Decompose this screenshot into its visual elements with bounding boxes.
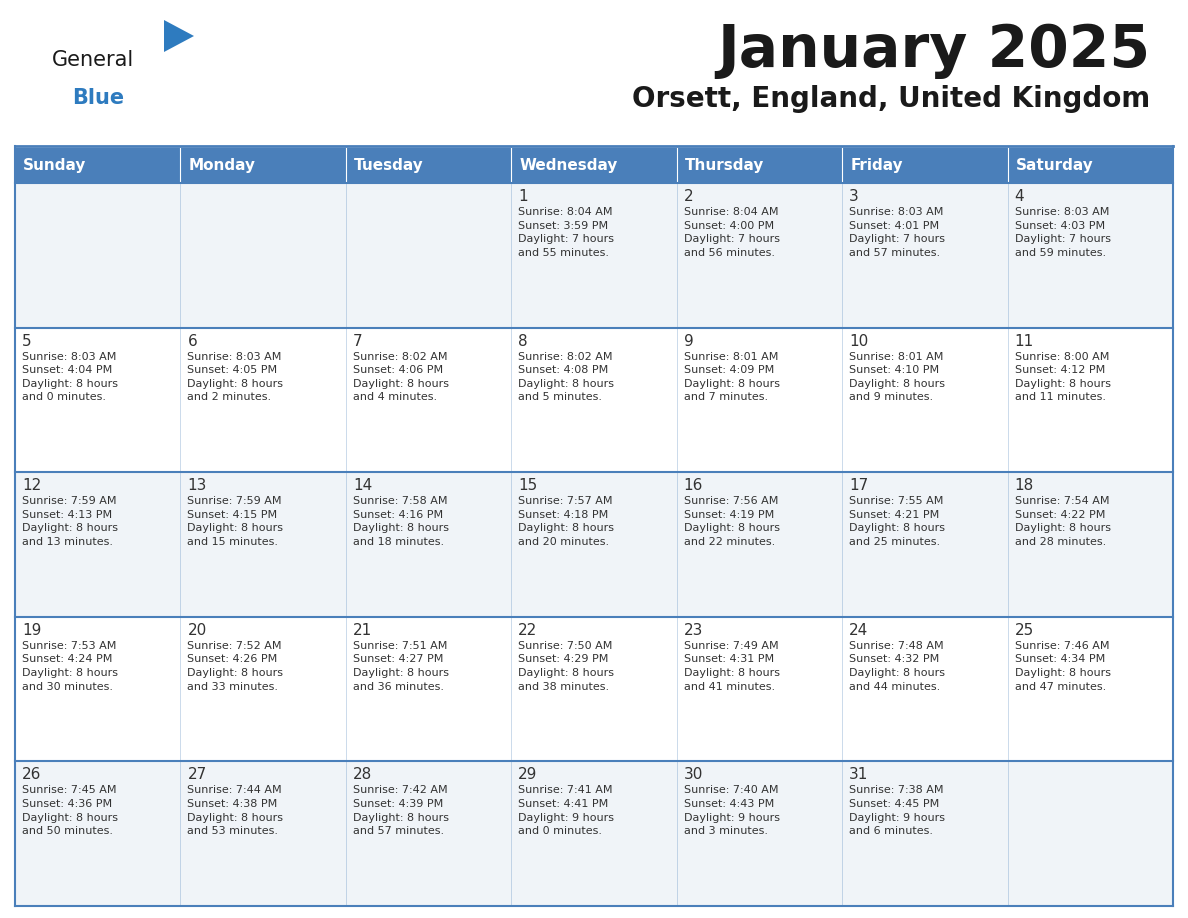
Text: 2: 2 [684, 189, 694, 204]
Text: Sunrise: 7:40 AM
Sunset: 4:43 PM
Daylight: 9 hours
and 3 minutes.: Sunrise: 7:40 AM Sunset: 4:43 PM Dayligh… [684, 786, 779, 836]
Bar [15, 761, 1173, 906]
Text: Sunday: Sunday [23, 158, 87, 173]
Text: Sunrise: 7:45 AM
Sunset: 4:36 PM
Daylight: 8 hours
and 50 minutes.: Sunrise: 7:45 AM Sunset: 4:36 PM Dayligh… [23, 786, 118, 836]
Bar [511, 148, 677, 183]
Text: 11: 11 [1015, 333, 1034, 349]
Text: 8: 8 [518, 333, 527, 349]
Bar [15, 183, 1173, 328]
Text: 16: 16 [684, 478, 703, 493]
Bar [842, 148, 1007, 183]
Text: 30: 30 [684, 767, 703, 782]
Text: Sunrise: 7:50 AM
Sunset: 4:29 PM
Daylight: 8 hours
and 38 minutes.: Sunrise: 7:50 AM Sunset: 4:29 PM Dayligh… [518, 641, 614, 691]
Text: 9: 9 [684, 333, 694, 349]
Text: Blue: Blue [72, 88, 124, 108]
Text: Friday: Friday [851, 158, 903, 173]
Text: Sunrise: 8:04 AM
Sunset: 4:00 PM
Daylight: 7 hours
and 56 minutes.: Sunrise: 8:04 AM Sunset: 4:00 PM Dayligh… [684, 207, 779, 258]
Text: 29: 29 [518, 767, 538, 782]
Text: Sunrise: 7:42 AM
Sunset: 4:39 PM
Daylight: 8 hours
and 57 minutes.: Sunrise: 7:42 AM Sunset: 4:39 PM Dayligh… [353, 786, 449, 836]
Text: 17: 17 [849, 478, 868, 493]
Text: 4: 4 [1015, 189, 1024, 204]
Text: 12: 12 [23, 478, 42, 493]
Polygon shape [164, 20, 194, 52]
Text: Sunrise: 8:03 AM
Sunset: 4:05 PM
Daylight: 8 hours
and 2 minutes.: Sunrise: 8:03 AM Sunset: 4:05 PM Dayligh… [188, 352, 284, 402]
Text: 22: 22 [518, 622, 537, 638]
Text: 15: 15 [518, 478, 537, 493]
Bar [1007, 148, 1173, 183]
Bar [677, 148, 842, 183]
Text: Sunrise: 7:57 AM
Sunset: 4:18 PM
Daylight: 8 hours
and 20 minutes.: Sunrise: 7:57 AM Sunset: 4:18 PM Dayligh… [518, 497, 614, 547]
Text: 18: 18 [1015, 478, 1034, 493]
Text: Monday: Monday [189, 158, 255, 173]
Text: Sunrise: 7:38 AM
Sunset: 4:45 PM
Daylight: 9 hours
and 6 minutes.: Sunrise: 7:38 AM Sunset: 4:45 PM Dayligh… [849, 786, 946, 836]
Text: Sunrise: 8:01 AM
Sunset: 4:09 PM
Daylight: 8 hours
and 7 minutes.: Sunrise: 8:01 AM Sunset: 4:09 PM Dayligh… [684, 352, 779, 402]
Text: 23: 23 [684, 622, 703, 638]
Bar [15, 472, 1173, 617]
Text: 25: 25 [1015, 622, 1034, 638]
Bar [181, 148, 346, 183]
Text: Sunrise: 7:54 AM
Sunset: 4:22 PM
Daylight: 8 hours
and 28 minutes.: Sunrise: 7:54 AM Sunset: 4:22 PM Dayligh… [1015, 497, 1111, 547]
Bar [346, 148, 511, 183]
Text: Sunrise: 7:49 AM
Sunset: 4:31 PM
Daylight: 8 hours
and 41 minutes.: Sunrise: 7:49 AM Sunset: 4:31 PM Dayligh… [684, 641, 779, 691]
Text: 31: 31 [849, 767, 868, 782]
Text: 28: 28 [353, 767, 372, 782]
Text: Tuesday: Tuesday [354, 158, 424, 173]
Text: 6: 6 [188, 333, 197, 349]
Text: Thursday: Thursday [684, 158, 764, 173]
Text: Sunrise: 8:00 AM
Sunset: 4:12 PM
Daylight: 8 hours
and 11 minutes.: Sunrise: 8:00 AM Sunset: 4:12 PM Dayligh… [1015, 352, 1111, 402]
Text: Sunrise: 7:51 AM
Sunset: 4:27 PM
Daylight: 8 hours
and 36 minutes.: Sunrise: 7:51 AM Sunset: 4:27 PM Dayligh… [353, 641, 449, 691]
Text: 1: 1 [518, 189, 527, 204]
Text: Orsett, England, United Kingdom: Orsett, England, United Kingdom [632, 85, 1150, 113]
Text: Sunrise: 8:01 AM
Sunset: 4:10 PM
Daylight: 8 hours
and 9 minutes.: Sunrise: 8:01 AM Sunset: 4:10 PM Dayligh… [849, 352, 946, 402]
Bar [15, 148, 181, 183]
Text: 27: 27 [188, 767, 207, 782]
Text: Sunrise: 8:02 AM
Sunset: 4:06 PM
Daylight: 8 hours
and 4 minutes.: Sunrise: 8:02 AM Sunset: 4:06 PM Dayligh… [353, 352, 449, 402]
Text: Sunrise: 7:53 AM
Sunset: 4:24 PM
Daylight: 8 hours
and 30 minutes.: Sunrise: 7:53 AM Sunset: 4:24 PM Dayligh… [23, 641, 118, 691]
Text: 24: 24 [849, 622, 868, 638]
Text: 7: 7 [353, 333, 362, 349]
Text: Sunrise: 8:03 AM
Sunset: 4:01 PM
Daylight: 7 hours
and 57 minutes.: Sunrise: 8:03 AM Sunset: 4:01 PM Dayligh… [849, 207, 946, 258]
Bar [15, 328, 1173, 472]
Text: Sunrise: 7:55 AM
Sunset: 4:21 PM
Daylight: 8 hours
and 25 minutes.: Sunrise: 7:55 AM Sunset: 4:21 PM Dayligh… [849, 497, 946, 547]
Text: 3: 3 [849, 189, 859, 204]
Text: Sunrise: 7:59 AM
Sunset: 4:13 PM
Daylight: 8 hours
and 13 minutes.: Sunrise: 7:59 AM Sunset: 4:13 PM Dayligh… [23, 497, 118, 547]
Text: Sunrise: 7:46 AM
Sunset: 4:34 PM
Daylight: 8 hours
and 47 minutes.: Sunrise: 7:46 AM Sunset: 4:34 PM Dayligh… [1015, 641, 1111, 691]
Text: Sunrise: 8:03 AM
Sunset: 4:04 PM
Daylight: 8 hours
and 0 minutes.: Sunrise: 8:03 AM Sunset: 4:04 PM Dayligh… [23, 352, 118, 402]
Bar [15, 617, 1173, 761]
Text: Sunrise: 7:52 AM
Sunset: 4:26 PM
Daylight: 8 hours
and 33 minutes.: Sunrise: 7:52 AM Sunset: 4:26 PM Dayligh… [188, 641, 284, 691]
Text: 14: 14 [353, 478, 372, 493]
Text: Wednesday: Wednesday [519, 158, 618, 173]
Text: 5: 5 [23, 333, 32, 349]
Text: 21: 21 [353, 622, 372, 638]
Text: Sunrise: 7:44 AM
Sunset: 4:38 PM
Daylight: 8 hours
and 53 minutes.: Sunrise: 7:44 AM Sunset: 4:38 PM Dayligh… [188, 786, 284, 836]
Text: Sunrise: 7:41 AM
Sunset: 4:41 PM
Daylight: 9 hours
and 0 minutes.: Sunrise: 7:41 AM Sunset: 4:41 PM Dayligh… [518, 786, 614, 836]
Text: January 2025: January 2025 [716, 22, 1150, 79]
Text: 20: 20 [188, 622, 207, 638]
Text: Sunrise: 7:48 AM
Sunset: 4:32 PM
Daylight: 8 hours
and 44 minutes.: Sunrise: 7:48 AM Sunset: 4:32 PM Dayligh… [849, 641, 946, 691]
Text: Sunrise: 8:02 AM
Sunset: 4:08 PM
Daylight: 8 hours
and 5 minutes.: Sunrise: 8:02 AM Sunset: 4:08 PM Dayligh… [518, 352, 614, 402]
Text: 10: 10 [849, 333, 868, 349]
Text: Sunrise: 7:59 AM
Sunset: 4:15 PM
Daylight: 8 hours
and 15 minutes.: Sunrise: 7:59 AM Sunset: 4:15 PM Dayligh… [188, 497, 284, 547]
Text: Sunrise: 7:58 AM
Sunset: 4:16 PM
Daylight: 8 hours
and 18 minutes.: Sunrise: 7:58 AM Sunset: 4:16 PM Dayligh… [353, 497, 449, 547]
Text: Sunrise: 7:56 AM
Sunset: 4:19 PM
Daylight: 8 hours
and 22 minutes.: Sunrise: 7:56 AM Sunset: 4:19 PM Dayligh… [684, 497, 779, 547]
Text: 19: 19 [23, 622, 42, 638]
Text: 13: 13 [188, 478, 207, 493]
Text: Sunrise: 8:04 AM
Sunset: 3:59 PM
Daylight: 7 hours
and 55 minutes.: Sunrise: 8:04 AM Sunset: 3:59 PM Dayligh… [518, 207, 614, 258]
Text: 26: 26 [23, 767, 42, 782]
Text: Sunrise: 8:03 AM
Sunset: 4:03 PM
Daylight: 7 hours
and 59 minutes.: Sunrise: 8:03 AM Sunset: 4:03 PM Dayligh… [1015, 207, 1111, 258]
Text: Saturday: Saturday [1016, 158, 1093, 173]
Text: General: General [52, 50, 134, 70]
